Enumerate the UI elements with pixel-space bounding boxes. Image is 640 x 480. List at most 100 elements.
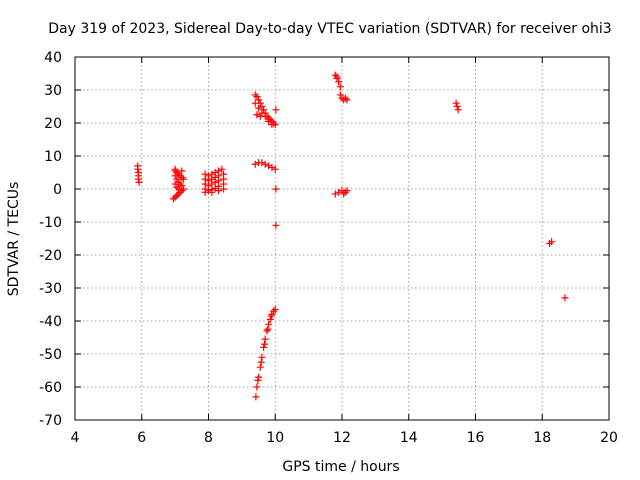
data-point (561, 294, 569, 302)
data-point (173, 175, 181, 183)
data-point (343, 96, 351, 104)
data-point (220, 185, 228, 193)
data-point (251, 91, 259, 99)
y-tick-label: -20 (39, 248, 62, 264)
y-tick-label: 0 (53, 182, 62, 198)
data-point (266, 116, 274, 124)
data-point (253, 93, 261, 101)
data-point (453, 103, 461, 110)
data-point (335, 188, 343, 196)
x-tick-labels: 4 6 8 10 12 14 16 18 20 (71, 430, 618, 446)
data-point (173, 192, 181, 200)
data-point (171, 172, 179, 180)
y-tick-label: 20 (44, 116, 62, 132)
data-point (265, 117, 273, 125)
data-point (256, 363, 264, 371)
data-point (251, 160, 259, 168)
data-point (272, 185, 280, 193)
data-point (261, 160, 269, 168)
x-tick-label: 16 (467, 430, 485, 446)
data-point (173, 183, 181, 191)
x-tick-label: 12 (333, 430, 351, 446)
data-point (254, 376, 262, 384)
y-tick-label: 40 (44, 50, 62, 66)
data-point (215, 187, 223, 195)
y-tick-label: -10 (39, 215, 62, 231)
data-point (174, 190, 182, 198)
data-point (134, 165, 142, 173)
data-point (265, 162, 273, 170)
y-tick-label: -30 (39, 281, 62, 297)
x-tick-label: 6 (137, 430, 146, 446)
data-point (272, 106, 280, 114)
data-point (135, 178, 143, 186)
data-point (258, 109, 266, 117)
data-points (134, 71, 569, 401)
data-point (255, 373, 263, 381)
data-point (454, 106, 462, 114)
data-point (178, 167, 186, 175)
y-tick-label: 30 (44, 83, 62, 99)
data-point (267, 312, 275, 320)
data-point (205, 187, 212, 195)
grid-lines (75, 57, 609, 420)
data-point (261, 340, 269, 348)
x-tick-label: 8 (204, 430, 213, 446)
x-tick-label: 18 (533, 430, 551, 446)
x-axis-label: GPS time / hours (282, 459, 399, 475)
data-point (268, 121, 276, 129)
data-point (174, 178, 182, 186)
data-point (258, 159, 266, 167)
data-point (176, 188, 184, 196)
data-point (211, 178, 219, 186)
x-tick-label: 10 (266, 430, 284, 446)
x-tick-label: 4 (71, 430, 80, 446)
data-point (271, 165, 279, 173)
data-point (271, 305, 279, 313)
data-point (268, 164, 276, 172)
data-point (340, 190, 348, 198)
data-point (179, 185, 187, 193)
data-point (266, 315, 274, 323)
data-point (253, 383, 261, 391)
data-point (218, 165, 226, 173)
data-point (201, 188, 209, 196)
data-point (272, 221, 280, 229)
data-point (341, 94, 349, 102)
data-point (331, 71, 339, 79)
data-point (258, 103, 266, 110)
data-point (331, 190, 339, 198)
y-tick-label: -50 (39, 347, 62, 363)
data-point (171, 193, 179, 201)
data-point (268, 310, 276, 318)
data-point (169, 195, 177, 203)
data-point (336, 83, 344, 91)
data-point (252, 393, 260, 401)
data-point (178, 187, 186, 195)
y-tick-label: -60 (39, 380, 62, 396)
data-point (335, 78, 343, 86)
data-point (260, 106, 268, 114)
data-point (179, 175, 187, 183)
y-tick-label: 10 (44, 149, 62, 165)
data-point (270, 307, 278, 315)
data-point (257, 358, 265, 366)
data-point (171, 180, 179, 188)
data-point (173, 169, 181, 176)
y-tick-labels: 40 30 20 10 0 -10 -20 -30 -40 -50 -60 -70 (39, 50, 62, 429)
data-point (255, 96, 263, 104)
data-point (336, 91, 344, 99)
data-point (171, 165, 179, 173)
data-point (260, 343, 268, 351)
data-point (134, 175, 142, 183)
data-point (256, 112, 264, 120)
data-point (208, 188, 216, 196)
data-point (178, 173, 186, 181)
data-point (261, 335, 269, 343)
y-tick-label: -40 (39, 314, 62, 330)
data-point (263, 327, 271, 335)
y-axis-label: SDTVAR / TECUs (6, 182, 22, 297)
data-point (255, 104, 263, 112)
data-point (343, 187, 351, 195)
